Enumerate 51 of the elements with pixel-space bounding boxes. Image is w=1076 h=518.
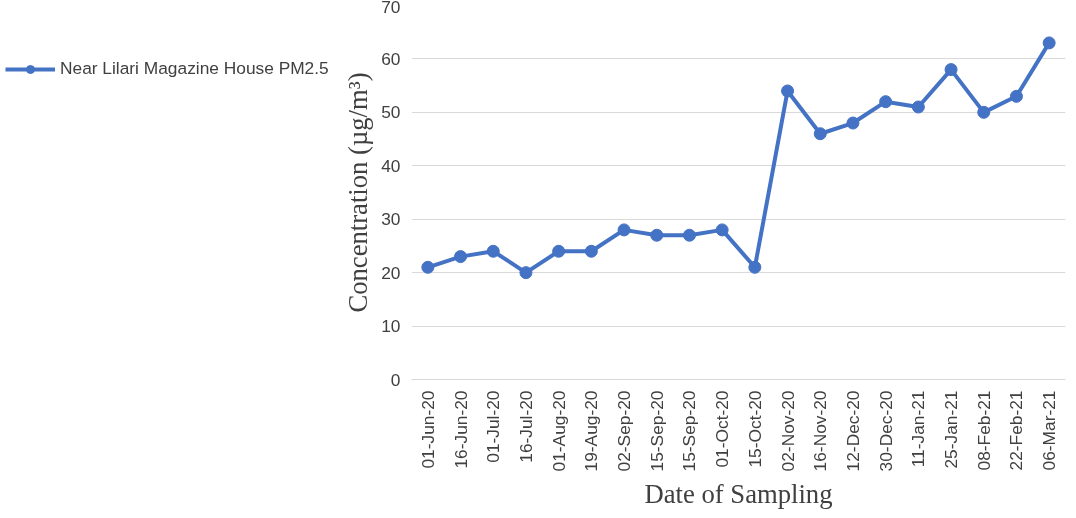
y-tick-label: 30 [381, 209, 401, 230]
x-tick-label: 16-Jul-20 [515, 390, 536, 463]
point [1042, 36, 1056, 50]
x-tick-label: 02-Sep-20 [614, 390, 635, 472]
y-tick-label: 70 [381, 0, 401, 17]
y-tick-label: 0 [390, 369, 401, 390]
x-tick-label: 01-Jul-20 [483, 390, 504, 463]
x-tick-label: 01-Jun-20 [417, 390, 438, 469]
x-tick-label: 16-Nov-20 [810, 390, 831, 472]
x-tick-label: 22-Feb-21 [1006, 390, 1027, 471]
point [813, 127, 827, 141]
x-tick-label: 15-Oct-20 [744, 390, 765, 468]
point [454, 250, 468, 264]
point [715, 223, 729, 237]
x-tick-label: 25-Jan-21 [941, 390, 962, 469]
x-axis-title: Date of Sampling [644, 479, 833, 510]
point [781, 84, 795, 98]
point [682, 228, 696, 242]
x-tick-label: 01-Oct-20 [712, 390, 733, 468]
x-tick-label: 08-Feb-21 [973, 390, 994, 471]
point [584, 244, 598, 258]
point [911, 100, 925, 114]
point [421, 260, 435, 274]
x-tick-label: 15-Sep-20 [679, 390, 700, 472]
x-tick-label: 30-Dec-20 [875, 390, 896, 472]
y-axis-title: Concentration (µg/m³) [343, 72, 374, 313]
point [617, 223, 631, 237]
x-tick-label: 12-Dec-20 [842, 390, 863, 472]
point [748, 260, 762, 274]
point [519, 266, 533, 280]
point [552, 244, 566, 258]
x-tick-label: 15-Sep-20 [646, 390, 667, 472]
point [977, 105, 991, 119]
x-tick-label: 19-Aug-20 [581, 390, 602, 472]
y-tick-label: 50 [381, 102, 401, 123]
point [486, 244, 500, 258]
x-tick-label: 01-Aug-20 [548, 390, 569, 472]
point [650, 228, 664, 242]
x-tick-label: 11-Jan-21 [908, 390, 929, 468]
x-tick-label: 16-Jun-20 [450, 390, 471, 469]
point [879, 95, 893, 109]
point [944, 63, 958, 77]
x-tick-label: 06-Mar-21 [1039, 390, 1060, 471]
x-tick-label: 02-Nov-20 [777, 390, 798, 472]
legend-label: Near Lilari Magazine House PM2.5 [60, 58, 329, 79]
y-tick-label: 60 [381, 48, 401, 69]
y-tick-label: 10 [381, 316, 401, 337]
point [846, 116, 860, 130]
y-tick-label: 20 [381, 262, 401, 283]
y-tick-label: 40 [381, 155, 401, 176]
point [1009, 89, 1023, 103]
